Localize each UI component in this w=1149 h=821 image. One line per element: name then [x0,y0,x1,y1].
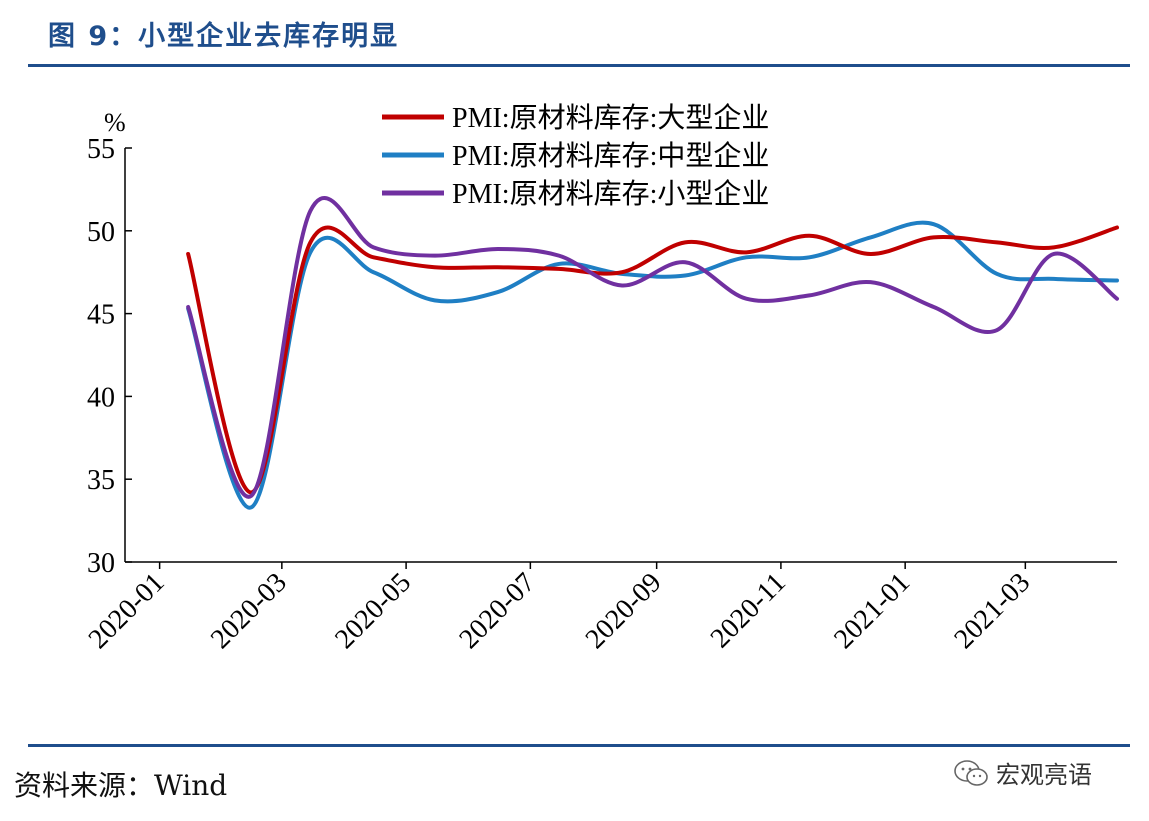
x-tick-label: 2020-01 [83,567,171,655]
x-tick-label: 2020-11 [705,567,792,654]
y-tick-label: 50 [87,217,115,248]
series-line-1 [186,220,1119,510]
legend-label-0: PMI:原材料库存:大型企业 [452,102,769,134]
wechat-icon [954,759,988,786]
series-line-2 [186,196,1119,499]
y-tick-label: 30 [87,548,115,579]
x-tick-label: 2020-05 [329,567,417,655]
watermark-text: 宏观亮语 [996,761,1092,789]
x-tick-label: 2020-07 [453,567,541,655]
footer-rule [28,744,1130,747]
series-lines [186,196,1119,510]
y-tick-label: 40 [87,382,115,413]
source-note: 资料来源：Wind [14,769,228,802]
y-tick-label: 35 [87,465,115,496]
x-tick-label: 2020-03 [205,567,293,655]
y-tick-label: 45 [87,300,115,331]
title-rule [28,64,1130,67]
legend-label-2: PMI:原材料库存:小型企业 [452,178,769,210]
watermark: 宏观亮语 [952,755,1092,790]
x-tick-label: 2020-09 [580,567,668,655]
figure-title: 图 9：小型企业去库存明显 [48,21,400,52]
x-tick-label: 2021-01 [828,567,916,655]
legend: PMI:原材料库存:大型企业 PMI:原材料库存:中型企业 PMI:原材料库存:小型… [382,102,769,210]
y-unit-label: % [104,108,126,137]
legend-label-1: PMI:原材料库存:中型企业 [452,140,769,172]
line-chart: 30 35 40 45 50 55% 2020-01 2020-03 2020-05 2020-0… [83,102,1119,655]
x-tick-label: 2021-03 [948,567,1036,655]
series-line-0 [186,225,1119,495]
y-tick-label: 55 [87,134,115,165]
